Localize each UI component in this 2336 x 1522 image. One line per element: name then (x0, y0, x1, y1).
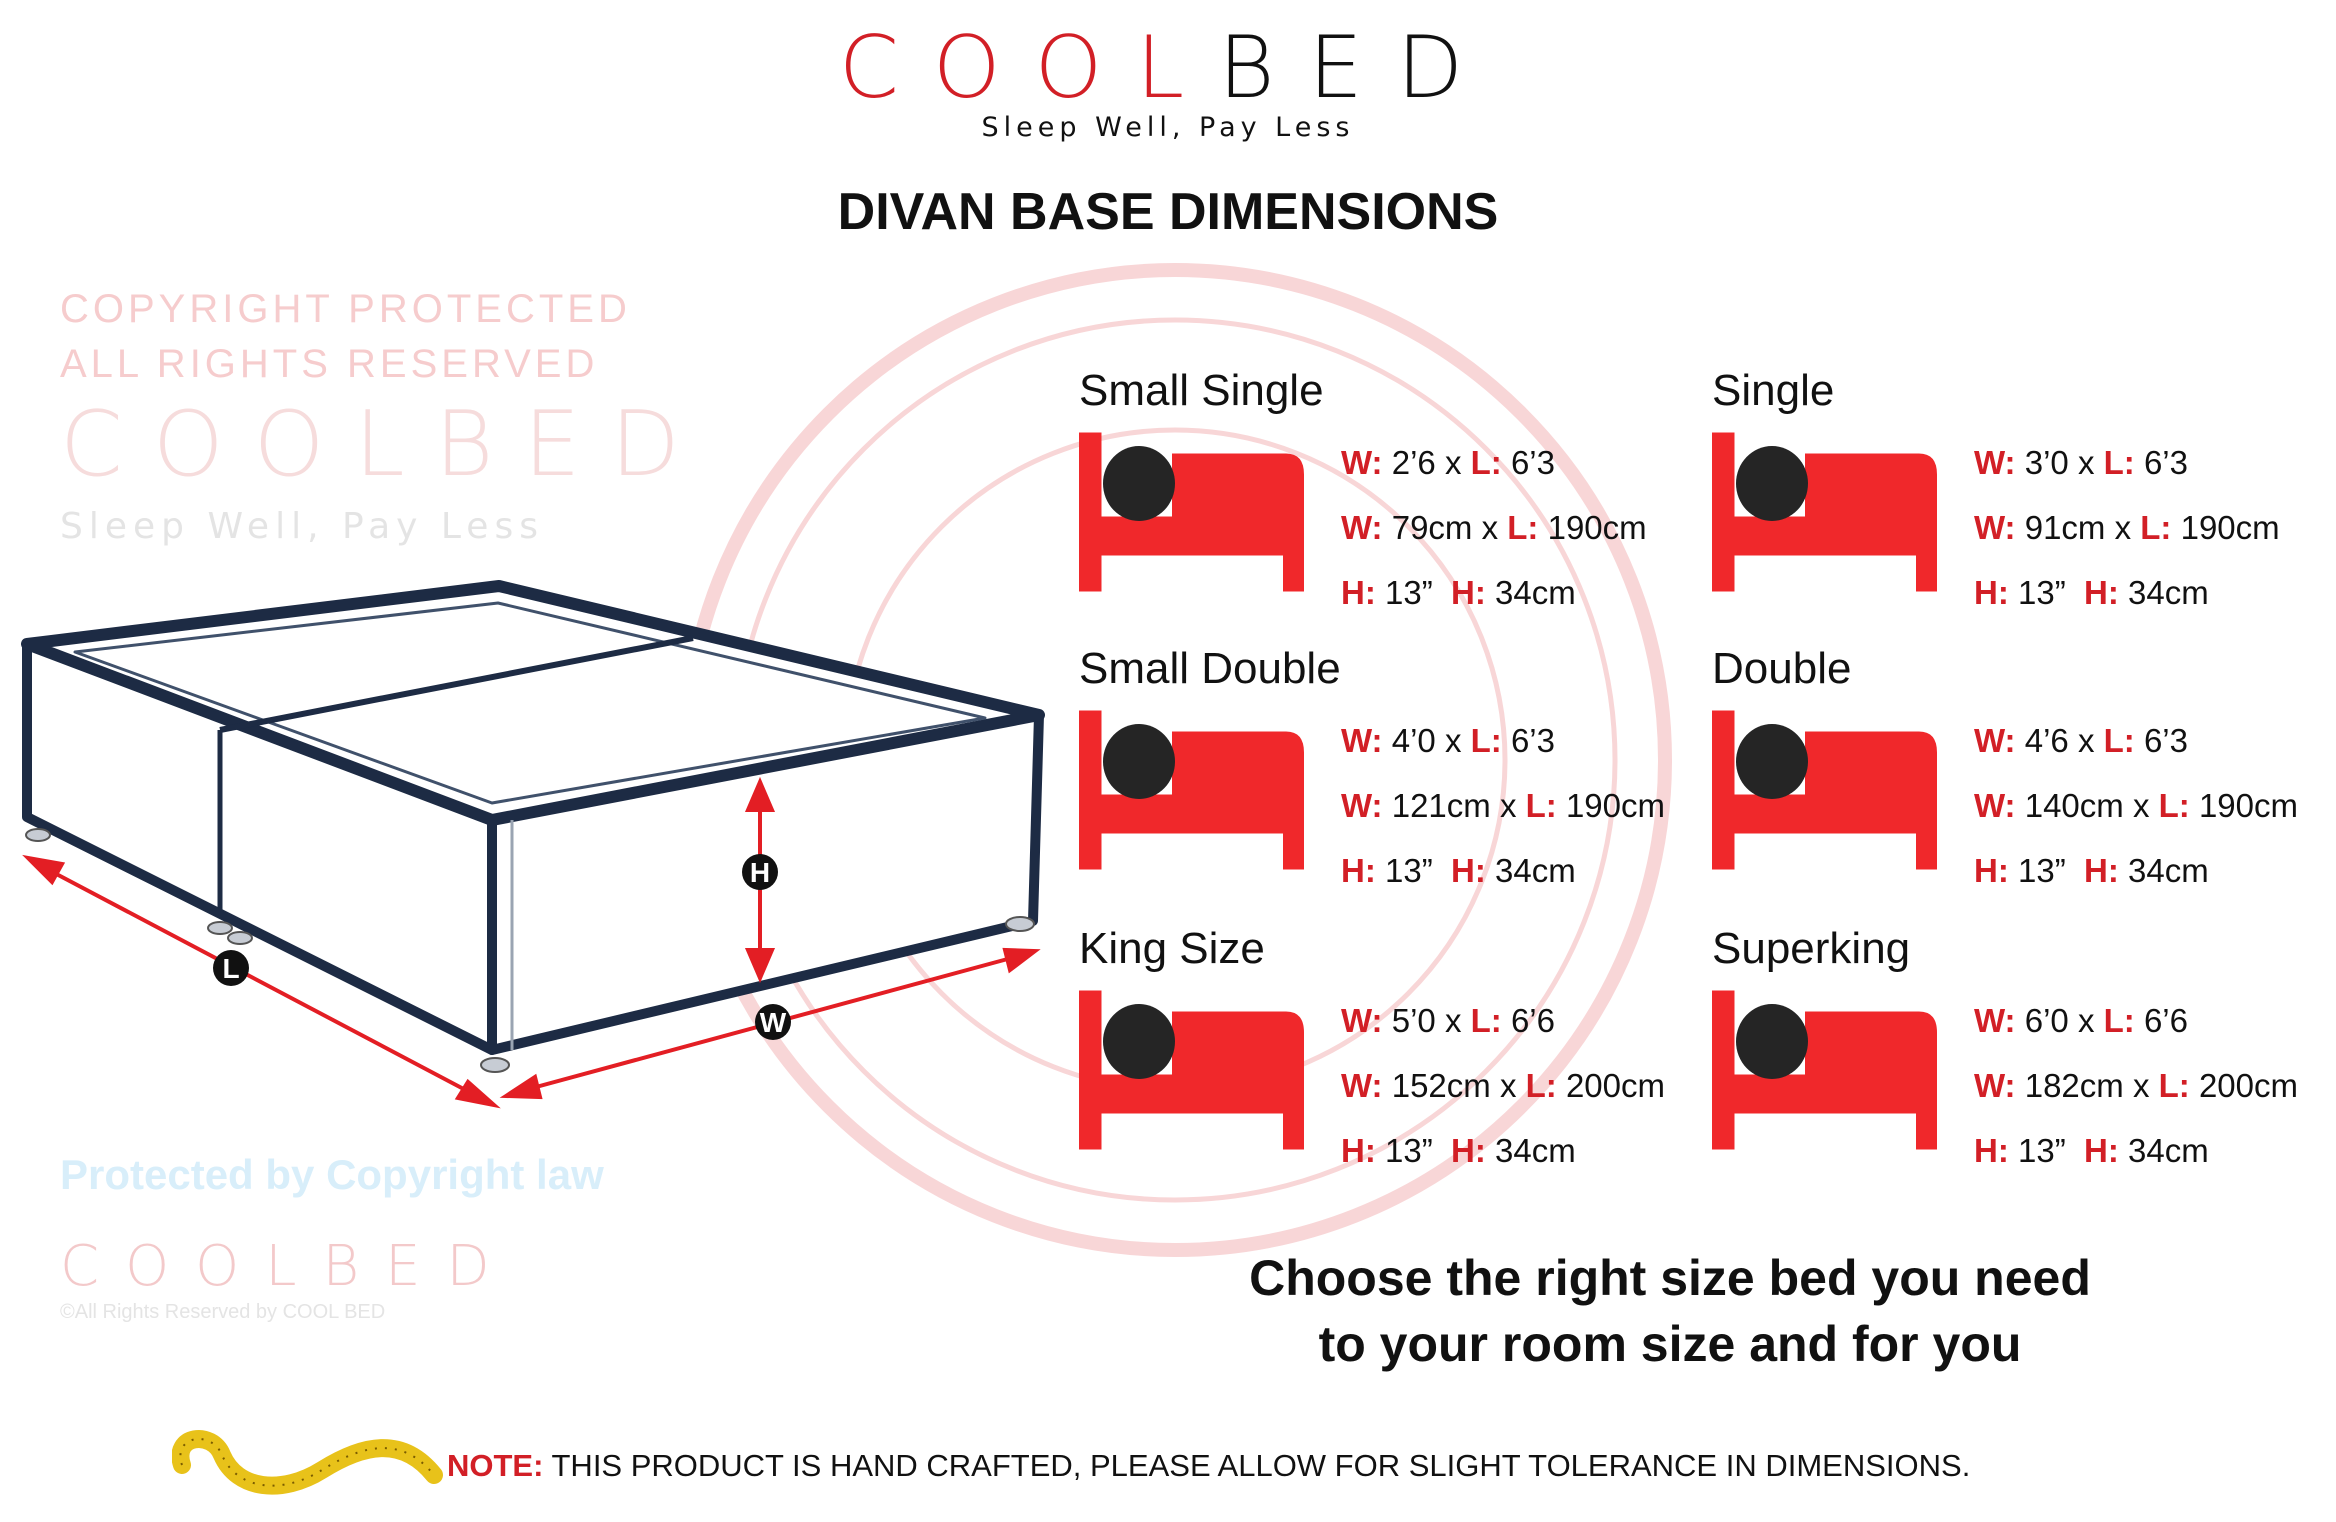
width-label: W (760, 1007, 787, 1038)
choose-line-1: Choose the right size bed you need (1249, 1250, 2091, 1306)
size-card: Small Double W: 4’0 x L: 6’3 W: 121cm x … (1079, 643, 1665, 889)
metric-dimensions: W: 79cm x L: 190cm (1341, 509, 1647, 546)
choose-line-2: to your room size and for you (1318, 1316, 2022, 1372)
divan-base-diagram: L W H (21, 580, 1045, 1109)
handcrafted-note: NOTE: THIS PRODUCT IS HAND CRAFTED, PLEA… (447, 1448, 1971, 1483)
watermark-logo: COOLBED (60, 392, 710, 497)
tagline: Sleep Well, Pay Less (981, 112, 1355, 143)
bed-person-icon (1712, 990, 1937, 1150)
tape-measure-icon (172, 1430, 443, 1495)
bed-person-icon (1079, 990, 1304, 1150)
watermark-copyright-protected: COPYRIGHT PROTECTED (60, 287, 631, 331)
metric-dimensions: W: 182cm x L: 200cm (1974, 1067, 2299, 1104)
height-label: H (750, 857, 770, 888)
imperial-dimensions: W: 4’0 x L: 6’3 (1341, 722, 1555, 759)
size-specs: W: 3’0 x L: 6’3 W: 91cm x L: 190cm H: 13… (1974, 430, 2280, 625)
length-label: L (222, 953, 239, 984)
metric-dimensions: W: 91cm x L: 190cm (1974, 509, 2280, 546)
height-dimensions: H: 13” H: 34cm (1974, 1132, 2209, 1169)
height-dimensions: H: 13” H: 34cm (1341, 1132, 1576, 1169)
height-dimensions: H: 13” H: 34cm (1341, 852, 1576, 889)
metric-dimensions: W: 121cm x L: 190cm (1341, 787, 1666, 824)
height-dimensions: H: 13” H: 34cm (1974, 852, 2209, 889)
metric-dimensions: W: 152cm x L: 200cm (1341, 1067, 1666, 1104)
bed-person-icon (1079, 432, 1304, 592)
size-card: Single W: 3’0 x L: 6’3 W: 91cm x L: 190c… (1712, 365, 2280, 611)
imperial-dimensions: W: 4’6 x L: 6’3 (1974, 722, 2188, 759)
size-specs: W: 6’0 x L: 6’6 W: 182cm x L: 200cm H: 1… (1974, 988, 2298, 1183)
size-card: Superking W: 6’0 x L: 6’6 W: 182cm x L: … (1712, 923, 2298, 1169)
size-specs: W: 4’6 x L: 6’3 W: 140cm x L: 190cm H: 1… (1974, 708, 2298, 903)
watermark-note: Protected by Copyright law (60, 1151, 604, 1198)
metric-dimensions: W: 140cm x L: 190cm (1974, 787, 2299, 824)
size-card: Small Single W: 2’6 x L: 6’3 W: 79cm x L… (1079, 365, 1647, 611)
size-card: Double W: 4’6 x L: 6’3 W: 140cm x L: 190… (1712, 643, 2298, 889)
divan-top (21, 580, 1045, 826)
size-name: Small Single (1079, 366, 1324, 415)
height-dimensions: H: 13” H: 34cm (1974, 574, 2209, 611)
corner-watermark-logo: COOLBED (60, 1234, 516, 1299)
size-name: King Size (1079, 924, 1265, 973)
size-specs: W: 2’6 x L: 6’3 W: 79cm x L: 190cm H: 13… (1341, 430, 1647, 625)
height-dimensions: H: 13” H: 34cm (1341, 574, 1576, 611)
bed-person-icon (1712, 710, 1937, 870)
watermark-all-rights-reserved: ALL RIGHTS RESERVED (60, 342, 599, 386)
size-specs: W: 4’0 x L: 6’3 W: 121cm x L: 190cm H: 1… (1341, 708, 1665, 903)
corner-watermark: COOLBED ©All Rights Reserved by COOL BED (60, 1235, 620, 1325)
size-name: Superking (1712, 924, 1911, 973)
size-card: King Size W: 5’0 x L: 6’6 W: 152cm x L: … (1079, 923, 1665, 1169)
page-title: DIVAN BASE DIMENSIONS (837, 183, 1499, 241)
corner-watermark-text: ©All Rights Reserved by COOL BED (60, 1301, 386, 1323)
imperial-dimensions: W: 6’0 x L: 6’6 (1974, 1002, 2188, 1039)
size-name: Single (1712, 366, 1835, 415)
bed-person-icon (1712, 432, 1937, 592)
watermark-tagline: Sleep Well, Pay Less (60, 506, 544, 547)
size-name: Small Double (1079, 644, 1341, 693)
size-name: Double (1712, 644, 1852, 693)
coolbed-logo: COOLBED (838, 18, 1498, 118)
imperial-dimensions: W: 2’6 x L: 6’3 (1341, 444, 1555, 481)
size-specs: W: 5’0 x L: 6’6 W: 152cm x L: 200cm H: 1… (1341, 988, 1665, 1183)
bed-person-icon (1079, 710, 1304, 870)
imperial-dimensions: W: 3’0 x L: 6’3 (1974, 444, 2188, 481)
choose-size-message: Choose the right size bed you need to yo… (1100, 1245, 2240, 1377)
imperial-dimensions: W: 5’0 x L: 6’6 (1341, 1002, 1555, 1039)
